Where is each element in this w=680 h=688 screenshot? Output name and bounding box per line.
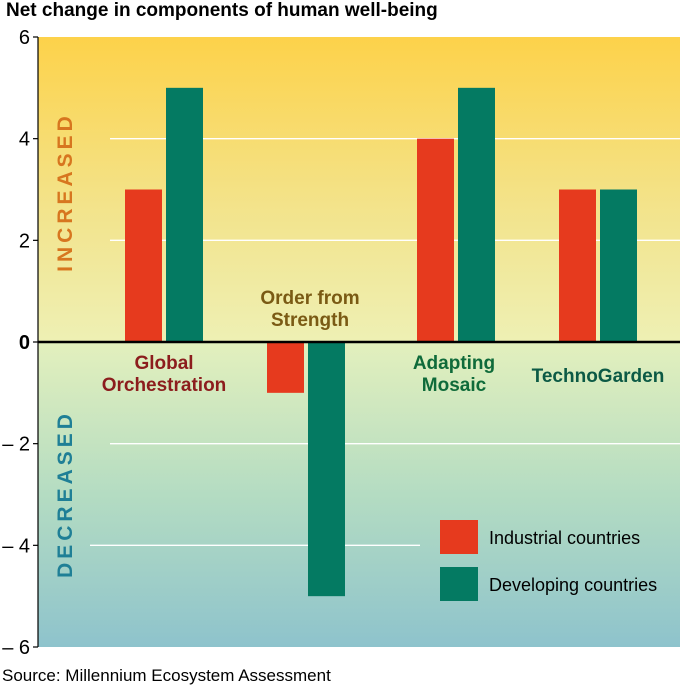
bars [38,87,680,597]
category-label: Order from [260,288,359,309]
category-label: Strength [271,310,349,331]
y-tick-label: 6 [19,27,30,49]
category-label: Orchestration [102,375,227,396]
chart-title: Net change in components of human well-b… [6,0,438,21]
decreased-region [38,342,680,647]
category-label: Global [134,353,193,374]
category-label: TechnoGarden [532,366,665,387]
legend-label: Industrial countries [489,528,640,548]
y-tick-label: 4 [19,129,30,151]
y-tick-label: – 6 [2,637,30,659]
legend-swatch [440,567,478,601]
legend: Industrial countries Developing countries [440,520,657,601]
decreased-label: DECREASED [54,410,77,578]
y-tick-label: 0 [19,332,30,354]
bar-industrial [125,189,162,342]
bar-industrial [417,138,454,342]
source-note: Source: Millennium Ecosystem Assessment [2,666,331,685]
legend-swatch [440,520,478,554]
bar-developing [600,189,637,342]
bar-developing [458,87,495,342]
y-tick-label: 2 [19,230,30,252]
category-label: Adapting [413,353,495,374]
increased-label: INCREASED [54,112,77,272]
y-tick-label: – 2 [2,434,30,456]
y-tick-label: – 4 [2,535,30,557]
bar-industrial [559,189,596,342]
bar-developing [166,87,203,342]
category-label: Mosaic [422,375,487,396]
legend-label: Developing countries [489,575,657,595]
bar-developing [308,342,345,597]
bar-industrial [267,342,304,393]
y-axis: 6 4 2 0 – 2 – 4 – 6 [2,27,39,659]
